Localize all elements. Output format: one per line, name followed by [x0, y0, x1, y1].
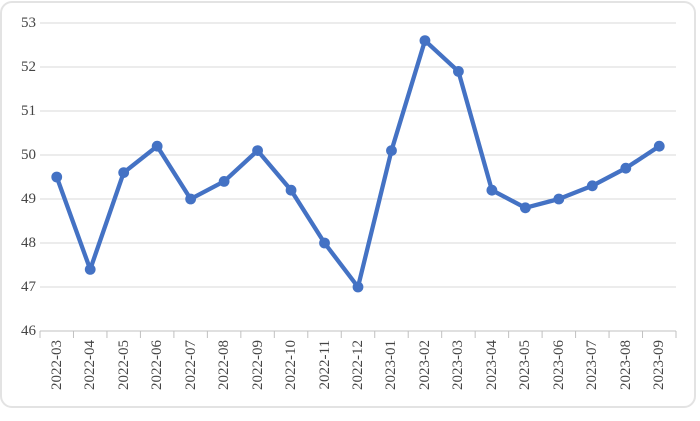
data-point: [553, 193, 565, 205]
data-point: [653, 140, 665, 152]
data-point: [386, 145, 397, 157]
data-point: [352, 281, 364, 293]
data-point: [252, 145, 263, 157]
data-point: [586, 180, 598, 192]
data-point: [319, 237, 330, 249]
data-point: [419, 35, 431, 46]
data-point: [285, 184, 297, 196]
data-point: [185, 193, 197, 205]
data-point: [151, 140, 163, 152]
data-point: [118, 167, 130, 179]
data-point: [84, 264, 96, 275]
data-point: [486, 184, 498, 196]
series-line: [54, 38, 662, 290]
data-point: [620, 162, 632, 174]
chart-frame: [0, 1, 696, 408]
data-point: [218, 176, 230, 187]
data-point: [51, 171, 63, 183]
data-point: [453, 66, 464, 77]
data-point: [519, 202, 531, 214]
